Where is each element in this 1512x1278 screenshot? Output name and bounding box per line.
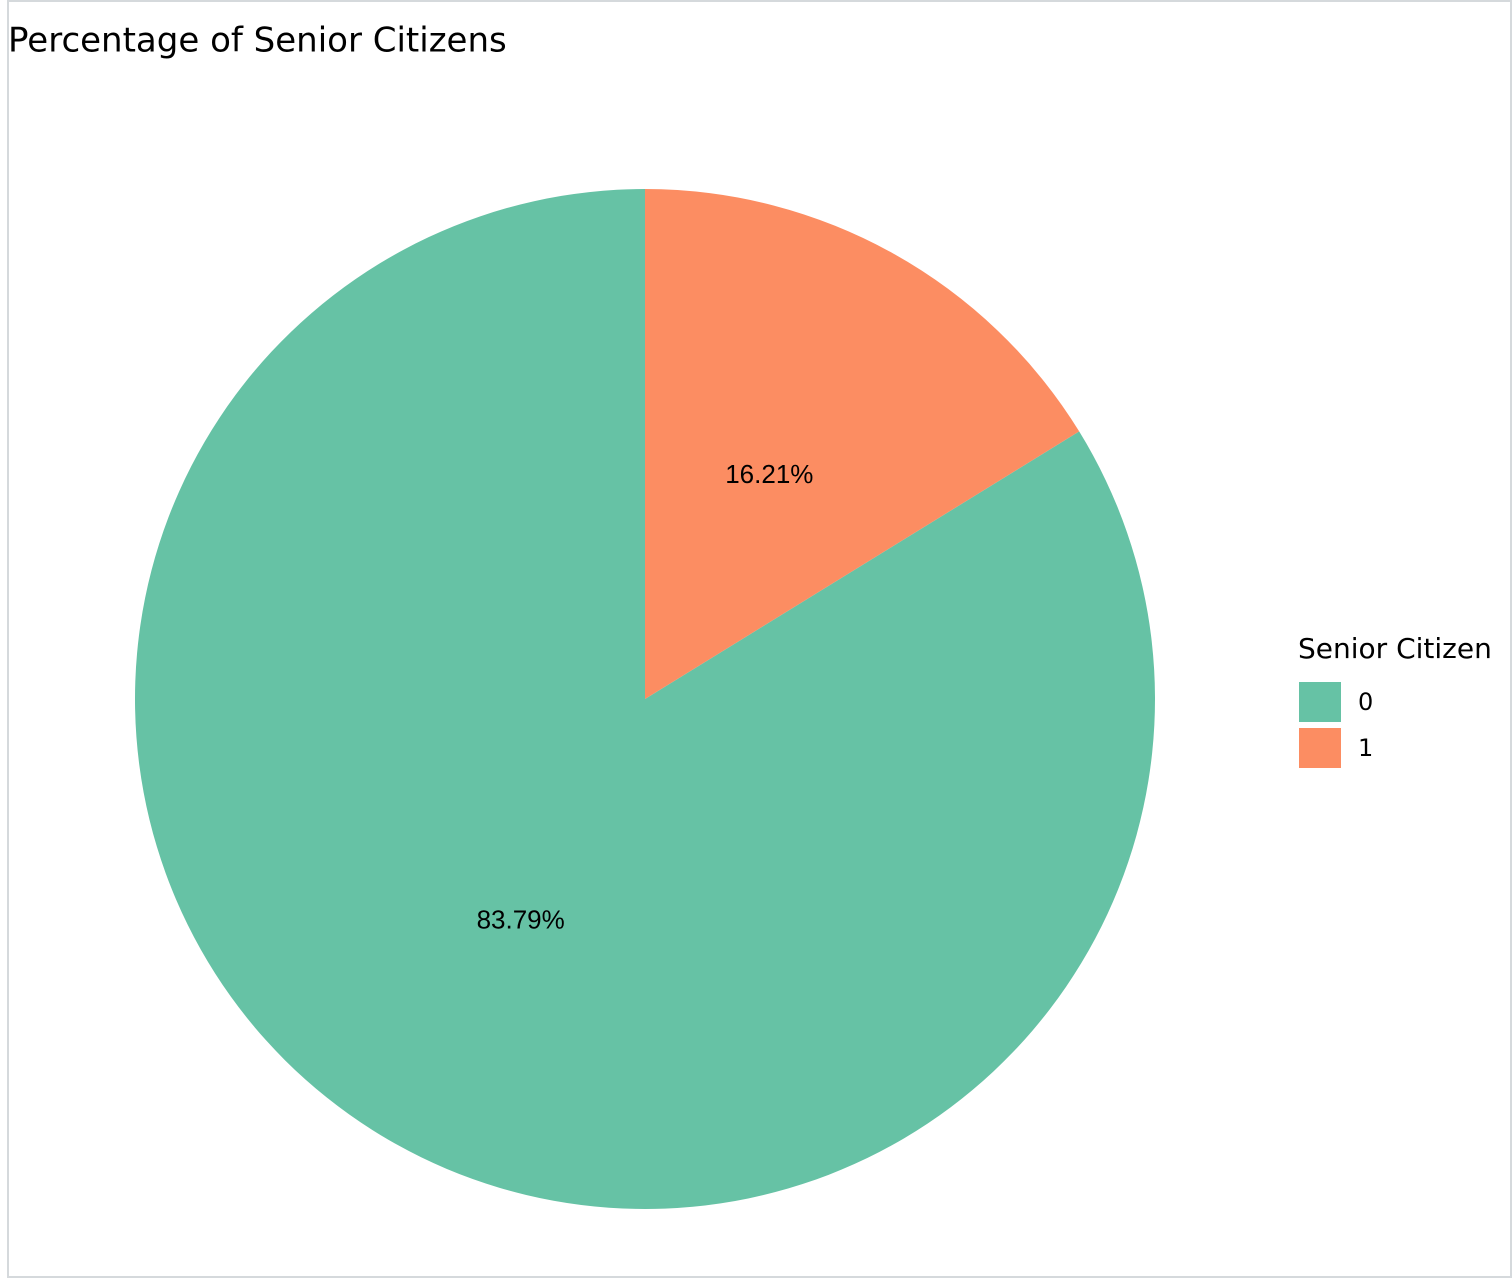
value-label: 16.21% xyxy=(725,459,813,489)
legend-swatch xyxy=(1299,728,1341,768)
pie-slice xyxy=(135,189,1156,1209)
legend-title: Senior Citizen xyxy=(1298,632,1492,665)
pie: 83.79% 16.21% xyxy=(135,189,1156,1209)
value-label: 83.79% xyxy=(477,905,565,935)
legend-swatch xyxy=(1299,682,1341,722)
legend: 01 xyxy=(1299,682,1373,768)
legend-label: 1 xyxy=(1358,734,1373,762)
chart-title: Percentage of Senior Citizens xyxy=(8,21,507,61)
legend-label: 0 xyxy=(1358,688,1373,716)
pie-slice xyxy=(645,189,1080,699)
